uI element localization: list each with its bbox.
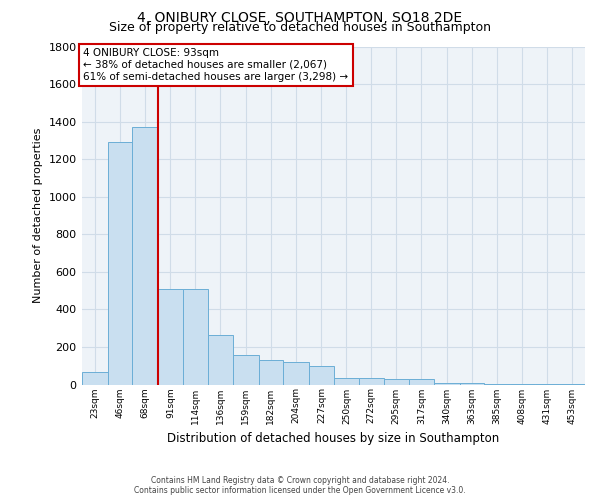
Bar (108, 142, 132, 384)
Text: Contains HM Land Registry data © Crown copyright and database right 2024.
Contai: Contains HM Land Registry data © Crown c… (134, 476, 466, 495)
Bar (259, 360, 283, 384)
Bar (384, 379, 409, 384)
Bar (460, 382, 484, 384)
Bar (158, 288, 183, 384)
Bar (132, 127, 158, 384)
Y-axis label: Number of detached properties: Number of detached properties (33, 128, 43, 303)
X-axis label: Distribution of detached houses by size in Southampton: Distribution of detached houses by size … (167, 432, 500, 445)
Bar (434, 382, 460, 384)
Bar (233, 356, 259, 384)
Bar (308, 366, 334, 384)
Bar (334, 378, 359, 384)
Bar (183, 288, 208, 384)
Text: 4, ONIBURY CLOSE, SOUTHAMPTON, SO18 2DE: 4, ONIBURY CLOSE, SOUTHAMPTON, SO18 2DE (137, 11, 463, 25)
Bar (283, 362, 308, 384)
Text: 4 ONIBURY CLOSE: 93sqm
← 38% of detached houses are smaller (2,067)
61% of semi-: 4 ONIBURY CLOSE: 93sqm ← 38% of detached… (83, 48, 349, 82)
Bar (409, 379, 434, 384)
Bar (359, 378, 384, 384)
Text: Size of property relative to detached houses in Southampton: Size of property relative to detached ho… (109, 21, 491, 34)
Bar (208, 335, 233, 384)
Bar (82, 372, 108, 384)
